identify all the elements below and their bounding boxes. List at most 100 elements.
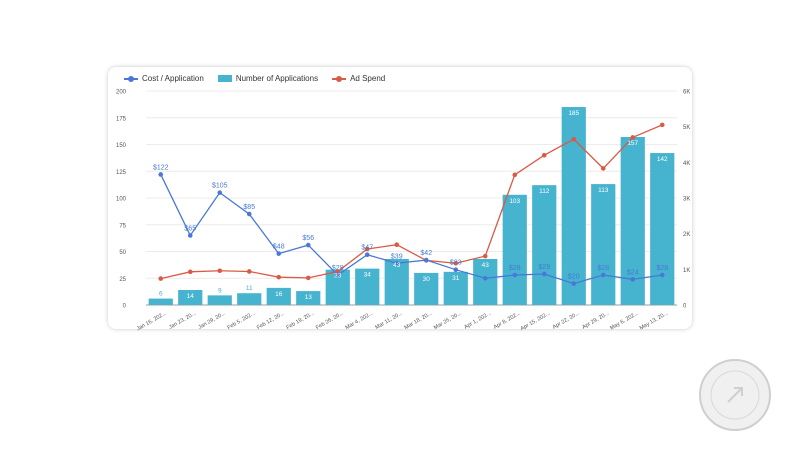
ad-spend-point	[276, 274, 282, 280]
bar-value-label: 6	[159, 291, 163, 298]
x-tick-label: Jan 29, 20...	[198, 310, 228, 331]
y-left-tick-label: 150	[116, 143, 127, 149]
bar-value-label: 113	[598, 187, 609, 194]
y-left-tick-label: 175	[116, 116, 127, 122]
y-right-tick-label: 0	[683, 304, 687, 310]
x-tick-label: Jan 16, 202...	[136, 310, 168, 332]
x-tick-label: Mar 25, 20...	[433, 310, 463, 331]
cost-value-label: $24	[627, 269, 639, 276]
ad-spend-line	[160, 124, 663, 280]
y-left-tick-label: 125	[116, 170, 127, 176]
cost-value-label: $28	[597, 265, 609, 272]
cost-value-label: $28	[332, 265, 344, 272]
x-tick-label: Jan 23, 20...	[168, 310, 198, 331]
cost-value-label: $56	[302, 235, 314, 242]
bar-value-label: 142	[657, 156, 668, 163]
y-left-tick-label: 75	[119, 223, 126, 229]
cost-value-label: $33	[450, 260, 462, 267]
cost-value-label: $105	[212, 183, 228, 190]
cost-point	[187, 233, 193, 238]
bar-value-label: 31	[452, 275, 460, 282]
bar-value-label: 43	[393, 262, 401, 269]
ad-spend-point	[187, 269, 193, 275]
legend-item-ad-spend[interactable]: Ad Spend	[332, 74, 385, 83]
cost-value-label: $29	[538, 264, 550, 271]
legend-label-ad-spend: Ad Spend	[350, 74, 386, 83]
cost-point	[158, 172, 164, 177]
x-tick-label: May 6, 202...	[609, 310, 640, 331]
y-right-tick-label: 4K	[683, 161, 690, 167]
ad-spend-point	[630, 135, 636, 140]
legend-label-applications: Number of Applications	[235, 74, 319, 83]
bar-value-label: 185	[568, 110, 579, 117]
bar	[237, 293, 262, 305]
cost-value-label: $47	[361, 245, 373, 252]
legend-item-cost[interactable]: Cost / Application	[124, 74, 204, 83]
x-tick-label: Feb 5, 202...	[226, 310, 256, 331]
ad-spend-point	[305, 275, 311, 281]
legend-label-cost: Cost / Application	[142, 74, 204, 83]
x-tick-label: May 13, 20...	[639, 310, 670, 331]
cost-value-label: $48	[273, 244, 285, 251]
y-left-tick-label: 50	[119, 250, 126, 256]
bar-value-label: 103	[509, 198, 520, 205]
bar-value-label: 112	[539, 188, 550, 195]
ad-spend-point	[659, 122, 665, 128]
x-tick-label: Mar 11, 20...	[374, 310, 404, 331]
y-right-tick-label: 3K	[683, 197, 690, 203]
cost-point	[217, 190, 223, 195]
cost-point	[364, 252, 370, 258]
x-tick-label: Feb 19, 20...	[285, 310, 315, 331]
ad-spend-point	[217, 268, 223, 274]
bar	[650, 153, 675, 305]
y-right-tick-label: 5K	[683, 125, 690, 131]
cost-point	[453, 267, 459, 272]
cost-value-label: $42	[420, 250, 432, 257]
y-right-tick-label: 2K	[683, 232, 690, 238]
bar	[620, 137, 645, 305]
cost-point	[394, 260, 400, 266]
bar	[296, 291, 321, 305]
x-tick-label: Feb 26, 20...	[315, 310, 345, 331]
bar	[384, 258, 409, 305]
bar-value-label: 11	[246, 285, 253, 292]
bar-value-label: 43	[482, 262, 490, 269]
bar-value-label: 34	[364, 272, 372, 279]
bar-value-label: 157	[627, 140, 638, 147]
x-tick-label: Apr 1, 202...	[463, 310, 492, 330]
bar-value-label: 33	[334, 273, 342, 280]
cost-value-label: $85	[243, 204, 255, 211]
x-tick-label: Feb 12, 20...	[256, 310, 286, 331]
cost-point	[305, 242, 311, 248]
x-tick-label: Apr 15, 202...	[520, 310, 552, 332]
y-left-tick-label: 100	[116, 197, 127, 203]
cost-point	[659, 272, 665, 278]
bar	[473, 258, 498, 305]
cost-point	[571, 281, 577, 286]
cost-value-label: $39	[391, 253, 403, 260]
x-tick-label: Apr 8, 202...	[493, 310, 522, 330]
cost-point	[276, 251, 282, 256]
bar	[591, 184, 616, 305]
keepers-digital-watermark	[699, 359, 771, 431]
cost-value-label: $20	[568, 274, 580, 281]
y-left-tick-label: 0	[123, 304, 127, 310]
bar	[355, 268, 380, 305]
ad-spend-point	[335, 269, 341, 274]
cost-point	[482, 275, 488, 281]
bar	[414, 272, 439, 305]
ad-spend-point	[482, 253, 488, 259]
bar-value-label: 9	[218, 287, 222, 294]
y-right-tick-label: 1K	[683, 268, 690, 274]
ad-spend-point	[394, 242, 400, 248]
legend-bar-marker	[217, 75, 232, 82]
cost-point	[600, 272, 606, 278]
bar-value-label: 13	[305, 294, 313, 301]
y-left-tick-label: 200	[116, 90, 127, 96]
bar	[148, 298, 173, 305]
bar	[443, 271, 468, 305]
chart-legend: Cost / Application Number of Application…	[124, 74, 399, 83]
legend-item-applications[interactable]: Number of Applications	[217, 74, 319, 83]
cost-point	[512, 272, 518, 278]
